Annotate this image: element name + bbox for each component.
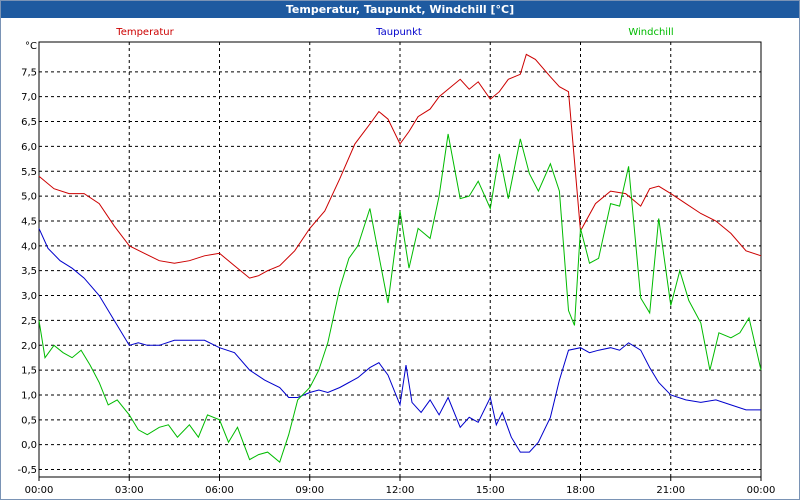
y-tick-label: 6,0 [21, 142, 37, 153]
y-axis-labels: -0,5 0,0 0,5 1,0 1,5 2,0 2,5 3,0 3,5 4,0 4,5 5,0 5,5… [17, 67, 37, 476]
y-tick-label: 2,0 [21, 341, 37, 352]
y-tick-label: 1,0 [21, 390, 37, 401]
legend-taupunkt: Taupunkt [375, 27, 422, 38]
y-axis-unit: °C [25, 41, 37, 52]
legend: Temperatur Taupunkt Windchill [115, 27, 673, 38]
y-tick-label: 1,5 [21, 366, 37, 377]
grid [38, 42, 762, 481]
y-tick-label: 5,0 [21, 192, 37, 203]
series-line-temperatur [38, 53, 762, 279]
y-tick-label: 5,5 [21, 167, 37, 178]
series-lines [38, 53, 762, 463]
legend-windchill: Windchill [628, 27, 673, 38]
y-tick-label: 3,5 [21, 266, 37, 277]
chart: -0,5 0,0 0,5 1,0 1,5 2,0 2,5 3,0 3,5 4,0 4,5 5,0 5,5… [17, 27, 776, 496]
y-tick-label: 6,5 [21, 117, 37, 128]
y-tick-label: 2,5 [21, 316, 37, 327]
x-tick-time-label: 12:00 [386, 485, 415, 496]
y-tick-label: -0,5 [17, 465, 37, 476]
y-tick-label: 4,0 [21, 241, 37, 252]
y-tick-label: 4,5 [21, 216, 37, 227]
window-title: Temperatur, Taupunkt, Windchill [°C] [1, 1, 799, 18]
x-tick-time-label: 00:00 [25, 485, 54, 496]
x-tick-time-label: 15:00 [476, 485, 505, 496]
y-tick-label: 3,0 [21, 291, 37, 302]
y-tick-label: 0,5 [21, 415, 37, 426]
x-tick-time-label: 00:00 [747, 485, 776, 496]
y-tick-label: 7,5 [21, 67, 37, 78]
y-tick-label: 7,0 [21, 92, 37, 103]
x-tick-time-label: 06:00 [205, 485, 234, 496]
x-tick-time-label: 21:00 [656, 485, 685, 496]
y-tick-label: 0,0 [21, 440, 37, 451]
x-tick-time-label: 03:00 [115, 485, 144, 496]
series-line-taupunkt [38, 228, 761, 453]
x-axis-labels: 00:0003.03.2003:0003.03.2006:0003.03.200… [25, 485, 776, 496]
series-line-windchill [38, 133, 762, 463]
x-tick-time-label: 18:00 [566, 485, 595, 496]
x-tick-time-label: 09:00 [295, 485, 324, 496]
legend-temperatur: Temperatur [115, 27, 174, 38]
